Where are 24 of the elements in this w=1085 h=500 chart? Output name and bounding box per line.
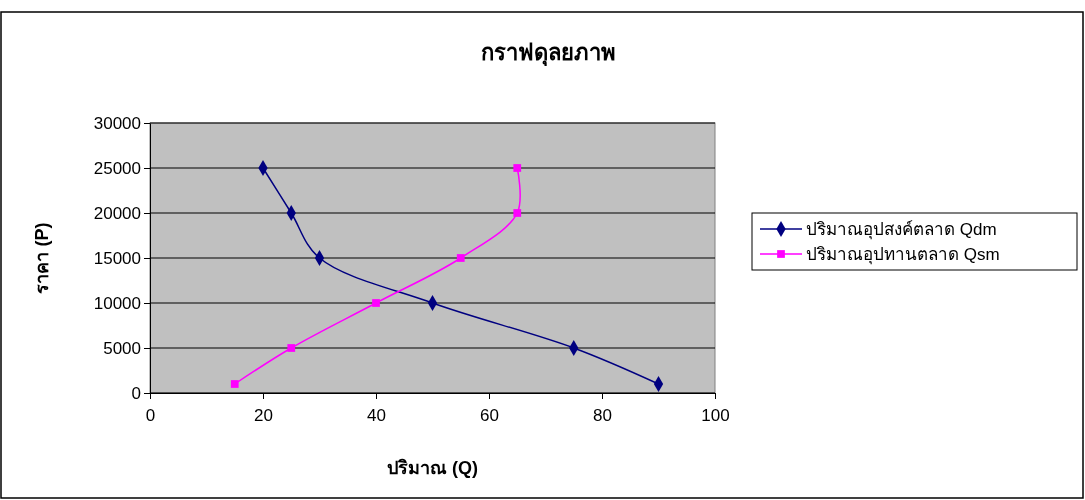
point — [372, 299, 380, 307]
chart-title: กราฟดุลยภาพ — [480, 40, 616, 67]
x-tick-label: 0 — [145, 405, 156, 425]
point — [230, 380, 239, 388]
y-axis-title: ราคา (P) — [32, 222, 52, 294]
x-tick-label: 40 — [367, 405, 386, 425]
x-tick-label: 100 — [701, 405, 730, 425]
y-tick-label: 5000 — [103, 338, 141, 358]
y-tick-label: 15000 — [93, 248, 141, 268]
x-tick-label: 80 — [593, 405, 612, 425]
x-axis-title: ปริมาณ (Q) — [387, 458, 478, 478]
point — [513, 209, 522, 217]
y-tick-label: 30000 — [93, 113, 141, 133]
x-tick-label: 60 — [480, 405, 499, 425]
y-tick-label: 10000 — [93, 293, 141, 313]
y-tick-label: 25000 — [93, 158, 141, 178]
y-tick-label: 0 — [131, 383, 141, 403]
y-tick-label: 20000 — [93, 203, 141, 223]
legend-label: ปริมาณอุปทานตลาด Qsm — [806, 245, 1000, 265]
point — [287, 344, 296, 352]
legend-label: ปริมาณอุปสงค์ตลาด Qdm — [806, 220, 997, 240]
x-tick-label: 20 — [254, 405, 273, 425]
point — [456, 254, 465, 262]
point — [513, 164, 522, 172]
